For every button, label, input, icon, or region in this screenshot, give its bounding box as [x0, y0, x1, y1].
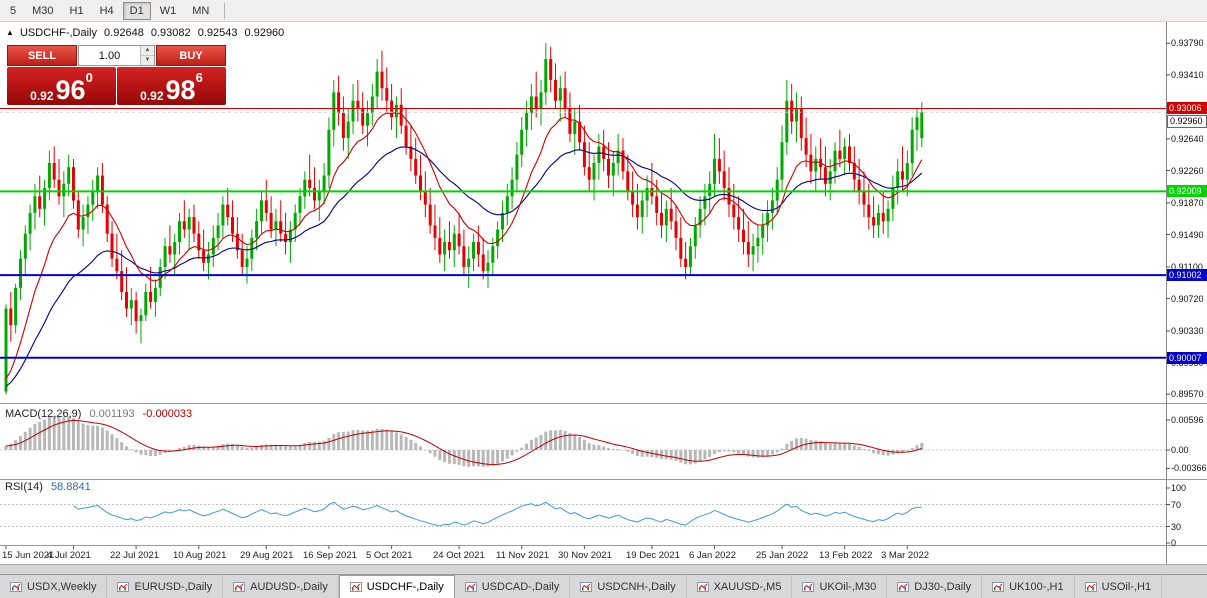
sell-price-sup: 0: [85, 70, 93, 85]
chart-tabs-bar: USDX,Weekly EURUSD-,Daily AUDUSD-,Daily …: [0, 574, 1207, 598]
rsi-value: 58.8841: [50, 481, 91, 493]
macd-indicator-label: MACD(12,26,9) 0.001193 -0.000033: [5, 408, 192, 420]
chart-tab-ukoil-m30[interactable]: UKOil-,M30: [792, 575, 888, 598]
chart-tab-eurusd-daily[interactable]: EURUSD-,Daily: [107, 575, 224, 598]
rsi-indicator-label: RSI(14) 58.8841: [5, 481, 91, 493]
horizontal-level-lines[interactable]: [0, 108, 1166, 359]
rsi-name: RSI(14): [5, 481, 43, 493]
timeframe-button-w1[interactable]: W1: [153, 2, 184, 20]
chart-tab-label: USOil-,H1: [1101, 580, 1152, 593]
ma-fast-line: [5, 111, 923, 380]
chart-tab-label: XAUUSD-,M5: [713, 580, 782, 593]
chart-tab-label: USDCNH-,Daily: [597, 580, 676, 593]
chart-symbol-period: USDCHF-,Daily: [19, 27, 97, 39]
macd-signal-value: -0.000033: [142, 408, 193, 420]
chart-tab-icon: [580, 581, 593, 592]
buy-price-sup: 6: [195, 70, 203, 85]
lot-decrease-icon[interactable]: ▼: [141, 56, 154, 65]
ohlc-low: 0.92543: [197, 27, 238, 39]
chart-tab-usdcnh-daily[interactable]: USDCNH-,Daily: [570, 575, 687, 598]
timeframe-button-h4[interactable]: H4: [93, 2, 121, 20]
chart-tab-label: UKOil-,M30: [819, 580, 877, 593]
toolbar-separator: [224, 2, 226, 19]
timeframe-buttons: 5 M30 H1 H4 D1 W1 MN: [2, 0, 217, 21]
chart-tab-usdchf-daily[interactable]: USDCHF-,Daily: [338, 575, 455, 598]
timeframe-button-d1[interactable]: D1: [122, 1, 151, 20]
buy-button[interactable]: BUY: [156, 45, 226, 66]
chart-area[interactable]: ▲ USDCHF-,Daily 0.92648 0.93082 0.92543 …: [0, 22, 1207, 574]
chart-tab-usdx-weekly[interactable]: USDX,Weekly: [0, 575, 108, 598]
chart-tab-icon: [233, 581, 246, 592]
chart-tab-icon: [10, 581, 22, 592]
chart-tab-label: AUDUSD-,Daily: [250, 580, 328, 593]
chart-tab-xauusd-m5[interactable]: XAUUSD-,M5: [686, 575, 793, 598]
chart-info-line: ▲ USDCHF-,Daily 0.92648 0.93082 0.92543 …: [6, 27, 284, 39]
macd-signal-line: [5, 419, 922, 466]
ohlc-close: 0.92960: [244, 27, 285, 39]
chart-tab-label: USDX,Weekly: [27, 580, 97, 593]
chart-tab-icon: [897, 581, 910, 592]
collapse-trade-panel-icon[interactable]: ▲: [6, 28, 14, 37]
timeframe-button-m30[interactable]: M30: [25, 2, 60, 20]
ohlc-open: 0.92648: [104, 27, 144, 39]
chart-tab-usdcad-daily[interactable]: USDCAD-,Daily: [454, 575, 571, 598]
rsi-line: [73, 501, 922, 527]
chart-tab-label: USDCHF-,Daily: [366, 581, 444, 593]
sell-button[interactable]: SELL: [7, 45, 77, 66]
horizontal-scrollbar[interactable]: [0, 565, 1207, 574]
chart-tab-label: EURUSD-,Daily: [134, 580, 213, 593]
chart-tab-icon: [992, 581, 1005, 592]
lot-spinner: ▲ ▼: [140, 46, 154, 65]
ohlc-high: 0.93082: [150, 27, 191, 39]
buy-price-big: 98: [165, 75, 196, 105]
lot-size-stepper[interactable]: 1.00 ▲ ▼: [78, 45, 155, 66]
timeframe-button-mn[interactable]: MN: [185, 2, 216, 20]
macd-main-value: 0.001193: [89, 408, 135, 420]
timeframe-button-h1[interactable]: H1: [63, 2, 91, 20]
chart-tab-icon: [349, 582, 362, 592]
timeframe-toolbar: 5 M30 H1 H4 D1 W1 MN: [0, 0, 1207, 22]
pane-separators[interactable]: [0, 403, 1207, 546]
buy-price-base: 0.92: [140, 89, 164, 103]
chart-tab-label: DJ30-,Daily: [914, 580, 972, 593]
sell-price-big: 96: [55, 75, 86, 105]
chart-tab-icon: [696, 581, 709, 592]
macd-name: MACD(12,26,9): [5, 408, 82, 420]
chart-tabs: USDX,Weekly EURUSD-,Daily AUDUSD-,Daily …: [0, 575, 1163, 598]
chart-tab-usoil-h1[interactable]: USOil-,H1: [1074, 575, 1163, 598]
lot-size-value[interactable]: 1.00: [98, 49, 121, 62]
sell-price-box[interactable]: 0.92 96 0: [7, 67, 116, 105]
chart-tab-audusd-daily[interactable]: AUDUSD-,Daily: [223, 575, 339, 598]
chart-tab-icon: [1084, 581, 1097, 592]
sell-price-base: 0.92: [30, 89, 54, 103]
chart-tab-dj30-daily[interactable]: DJ30-,Daily: [887, 575, 983, 598]
chart-tab-uk100-h1[interactable]: UK100-,H1: [982, 575, 1075, 598]
ma-slow-line: [5, 146, 923, 387]
chart-tab-icon: [464, 581, 477, 592]
lot-increase-icon[interactable]: ▲: [141, 46, 154, 56]
buy-price-box[interactable]: 0.92 98 6: [117, 67, 226, 105]
macd-histogram: [4, 416, 924, 467]
chart-tab-icon: [802, 581, 815, 592]
timeframe-button-5[interactable]: 5: [3, 2, 23, 20]
chart-tab-icon: [117, 581, 130, 592]
chart-tab-label: USDCAD-,Daily: [481, 580, 560, 593]
price-chart-canvas[interactable]: [0, 22, 1207, 574]
one-click-trading-panel: SELL 1.00 ▲ ▼ BUY 0.92 96 0 0.92: [7, 45, 226, 105]
chart-tab-label: UK100-,H1: [1009, 580, 1064, 593]
